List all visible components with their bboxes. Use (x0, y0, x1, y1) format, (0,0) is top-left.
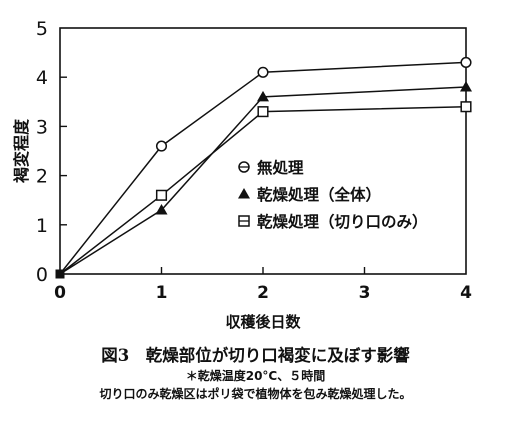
figure-condition-note: ＊乾燥温度20°C、５時間 (185, 369, 326, 383)
series-line-1 (59, 61, 467, 275)
legend-label: 乾燥処理（全体） (257, 185, 381, 204)
data-point (155, 140, 168, 152)
legend-label: 乾燥処理（切り口のみ） (257, 212, 428, 231)
x-tick-label: 4 (460, 283, 472, 303)
legend-marker (238, 188, 250, 199)
data-point (257, 106, 269, 118)
data-point (155, 189, 168, 201)
data-point (460, 101, 472, 113)
y-tick-label: 2 (36, 166, 48, 188)
data-point (55, 269, 65, 279)
y-axis-label: 褐変程度 (12, 118, 31, 184)
x-tick-label: 0 (54, 283, 66, 303)
series-line-3 (59, 105, 467, 275)
legend-label: 無処理 (257, 158, 304, 177)
y-tick-label: 1 (36, 215, 48, 237)
data-point (460, 56, 472, 68)
x-tick-label: 3 (359, 283, 371, 303)
x-axis-label: 収穫後日数 (225, 313, 301, 331)
data-point (460, 81, 472, 92)
y-tick-label: 0 (36, 264, 48, 286)
y-tick-label: 3 (36, 116, 48, 138)
figure-caption: 図3 乾燥部位が切り口褐変に及ぼす影響 (101, 346, 410, 365)
data-point (257, 90, 269, 102)
y-tick-label: 5 (36, 18, 48, 40)
x-tick-label: 1 (156, 283, 168, 303)
y-tick-label: 4 (36, 67, 48, 89)
data-point (155, 204, 168, 215)
figure-method-note: 切り口のみ乾燥区はポリ袋で植物体を包み乾燥処理した。 (99, 387, 412, 401)
x-tick-label: 2 (257, 283, 269, 303)
data-point (257, 66, 269, 78)
